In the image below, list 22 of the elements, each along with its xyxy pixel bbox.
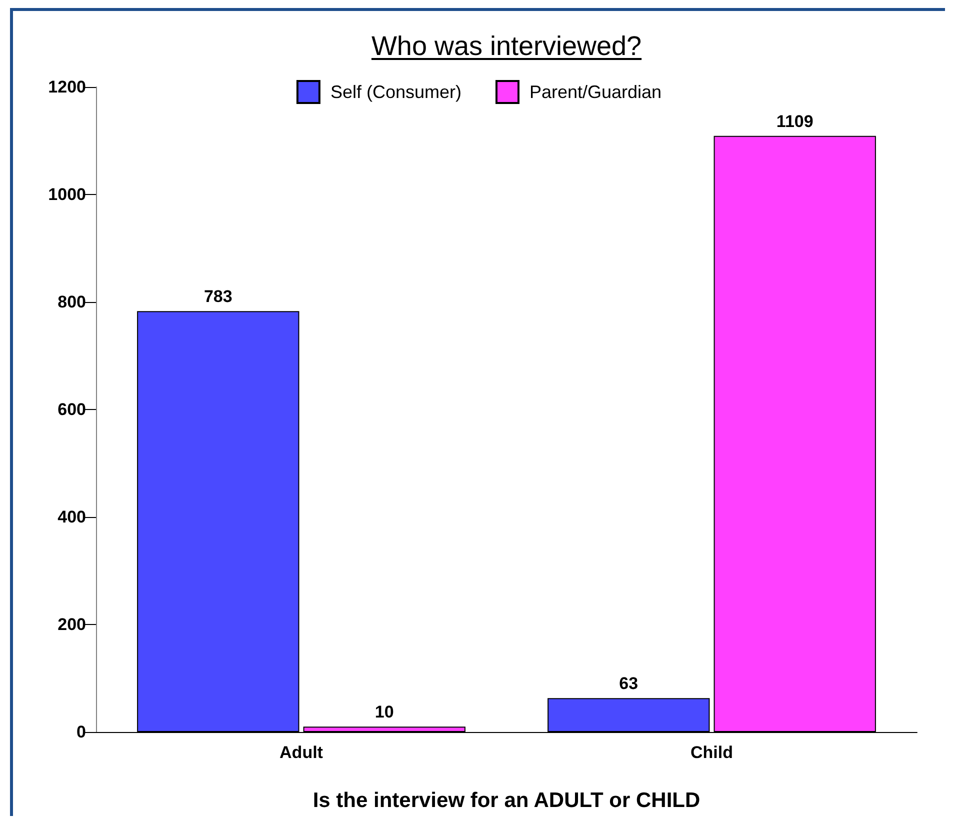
data-label: 1109 [776, 112, 814, 131]
data-label: 10 [374, 702, 394, 722]
y-tick-label: 400 [58, 508, 86, 526]
chart-title: Who was interviewed? [371, 31, 642, 61]
bar [714, 136, 876, 732]
bar [137, 311, 300, 732]
legend-label: Parent/Guardian [529, 82, 662, 102]
y-tick-label: 1000 [48, 185, 86, 204]
y-tick-label: 600 [58, 400, 86, 419]
x-tick-label: Child [690, 743, 733, 762]
legend-label: Self (Consumer) [330, 82, 462, 102]
bar [548, 698, 710, 732]
x-axis-title: Is the interview for an ADULT or CHILD [312, 789, 700, 812]
data-label: 783 [204, 287, 232, 306]
y-tick-label: 1200 [48, 78, 86, 96]
bar [303, 726, 466, 732]
data-label: 63 [619, 674, 638, 694]
x-tick-label: Adult [280, 743, 324, 762]
frame: Who was interviewed? Is the interview for an ADULT or CHILD 0 200 400 600 800 1000 1200 Adult Child 783 63 10 1109 Self (Consumer) Parent/Guardian [10, 8, 945, 816]
y-tick-label: 800 [58, 292, 86, 312]
y-tick-label: 0 [76, 722, 86, 742]
y-tick-label: 200 [58, 615, 86, 634]
